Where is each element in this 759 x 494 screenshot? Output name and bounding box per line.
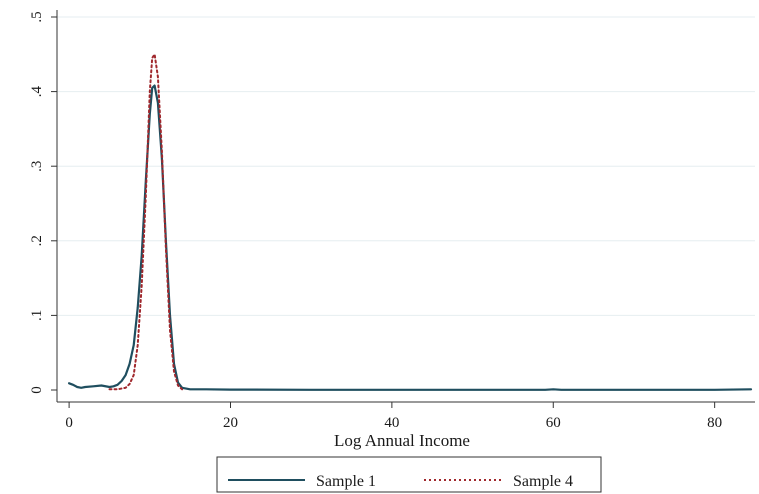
x-tick-label: 60 (546, 415, 561, 431)
series-line-sample-4 (108, 53, 184, 391)
y-ticks: 0 .1 .2 .3 .4 .5 (29, 11, 57, 394)
x-tick-label: 20 (223, 415, 238, 431)
x-tick-label: 80 (707, 415, 722, 431)
series-line-sample-1 (68, 84, 753, 391)
y-tick-label: .2 (29, 235, 45, 246)
series-layer (68, 53, 753, 391)
x-axis-title: Log Annual Income (334, 431, 470, 450)
y-tick-label: .4 (29, 85, 45, 97)
x-tick-label: 40 (384, 415, 399, 431)
y-tick-label: 0 (29, 386, 45, 394)
x-ticks: 0 20 40 60 80 (65, 402, 722, 431)
y-tick-label: .1 (29, 310, 45, 321)
grid-lines (57, 16, 755, 316)
legend: Sample 1 Sample 4 (216, 456, 602, 493)
y-tick-label: .5 (29, 11, 45, 22)
y-tick-label: .3 (29, 161, 45, 172)
legend-label-sample-1: Sample 1 (316, 473, 376, 490)
legend-box (216, 456, 602, 493)
x-tick-label: 0 (65, 415, 73, 431)
legend-label-sample-4: Sample 4 (513, 473, 573, 490)
